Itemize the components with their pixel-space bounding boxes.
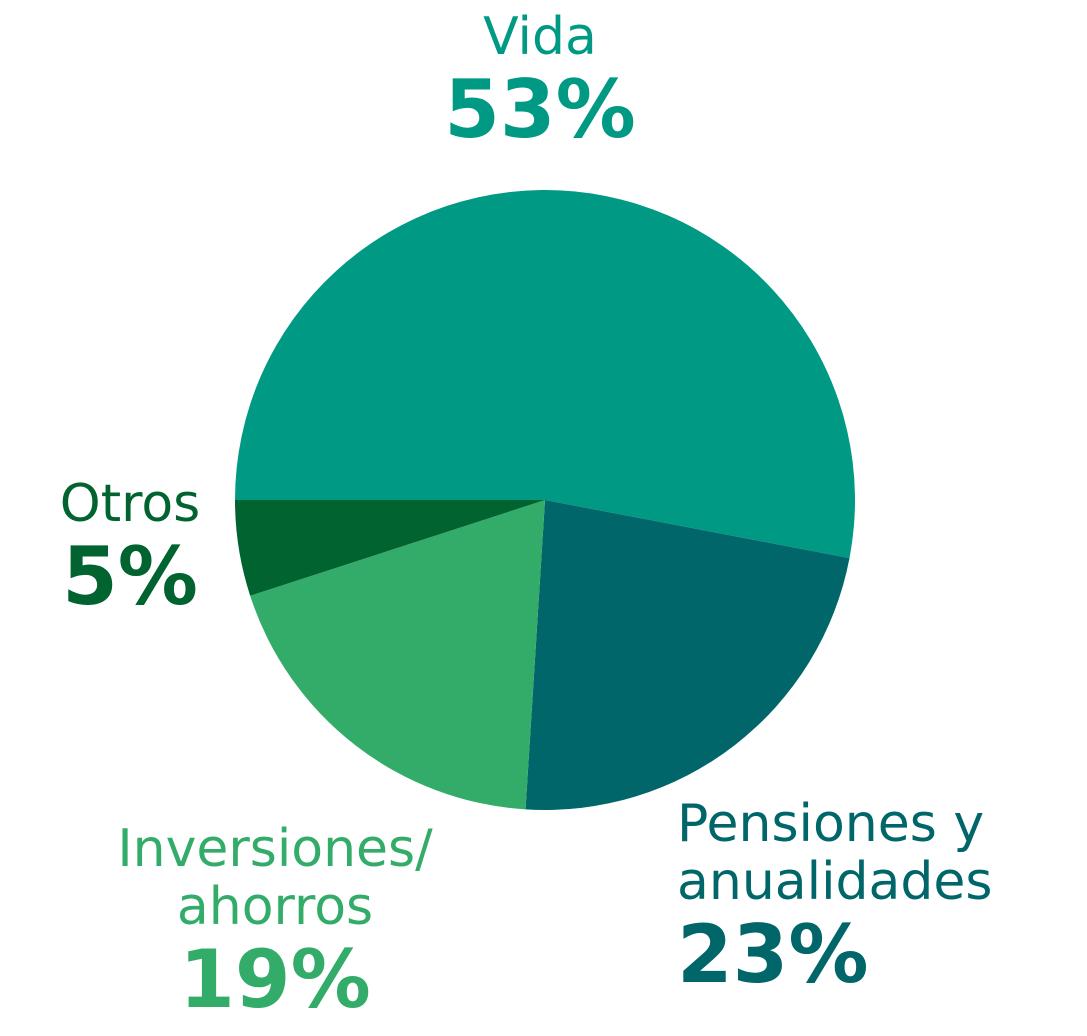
slice-label: Otros 5%	[0, 475, 260, 621]
value-label: 19%	[179, 933, 371, 1026]
slice-label: Pensiones y anualidades 23%	[677, 795, 1067, 999]
pie-slice	[250, 500, 545, 810]
value-label: 23%	[677, 908, 869, 1001]
slice-label: Inversiones/ ahorros 19%	[60, 820, 490, 1024]
pie-slice	[525, 500, 850, 811]
slice-label: Vida 53%	[340, 8, 740, 154]
pie-slice	[235, 189, 855, 559]
value-label: 53%	[444, 63, 636, 156]
category-name: Inversiones/ ahorros	[117, 819, 433, 937]
pie-slice	[235, 500, 545, 596]
category-name: Otros	[59, 474, 201, 534]
value-label: 5%	[62, 530, 198, 623]
category-name: Vida	[483, 7, 597, 67]
category-name: Pensiones y anualidades	[677, 794, 993, 912]
